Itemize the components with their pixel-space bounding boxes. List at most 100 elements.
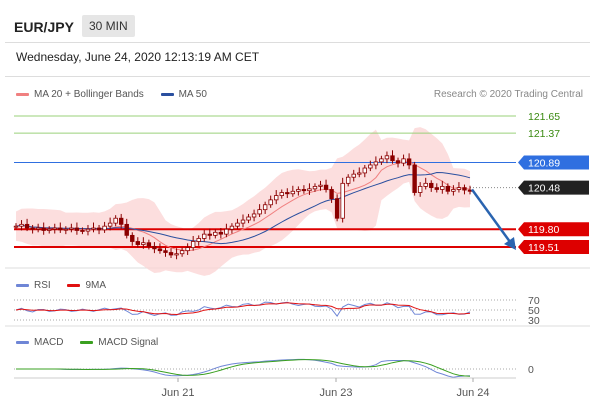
bollinger-band	[16, 127, 470, 276]
rsi-legend: RSI 9MA	[16, 280, 120, 291]
candle-body	[74, 227, 80, 231]
x-tick-label-0: Jun 21	[161, 387, 194, 399]
legend-swatch-ma20	[16, 92, 29, 96]
candle-body	[190, 241, 196, 249]
candle-body	[135, 241, 141, 245]
candle-body	[218, 231, 224, 235]
candle-body	[146, 242, 152, 247]
candle-body	[357, 172, 362, 175]
candle-body	[124, 223, 129, 236]
research-credit: Research © 2020 Trading Central	[433, 89, 583, 100]
level-box-5	[518, 240, 589, 254]
current-price-box	[518, 180, 589, 195]
candle-body	[58, 227, 63, 231]
candle-body	[246, 216, 251, 221]
forecast-arrow-head	[504, 237, 516, 250]
candle-body	[141, 242, 146, 245]
level-label-2: 120.89	[528, 158, 560, 170]
candle-body	[340, 182, 345, 219]
level-label-1: 121.37	[528, 128, 560, 140]
candle-body	[35, 227, 41, 230]
macd-line	[16, 358, 471, 378]
candle-body	[91, 227, 96, 230]
candle-body	[224, 228, 229, 235]
candle-body	[296, 189, 301, 192]
legend-item-macd-signal: MACD Signal	[80, 337, 158, 348]
candle-body	[412, 164, 417, 193]
candle-body	[174, 253, 179, 256]
candle-body	[312, 185, 318, 190]
candle-body	[268, 199, 273, 206]
candle-body	[323, 184, 329, 190]
legend-swatch-ma50	[160, 92, 174, 96]
candle-body	[368, 164, 373, 169]
candle-body	[434, 187, 439, 190]
candle-body	[163, 250, 168, 253]
candle-body	[417, 185, 423, 193]
candle-body	[47, 228, 52, 231]
x-tick-label-2: Jun 24	[456, 387, 489, 399]
candle-body	[251, 213, 257, 218]
rsi-level-label-30: 30	[528, 315, 540, 327]
macd-legend: MACD MACD Signal	[16, 337, 172, 348]
candle-body	[279, 192, 284, 196]
level-label-4: 119.80	[528, 224, 559, 236]
candle-body	[257, 209, 262, 215]
candle-body	[462, 187, 467, 191]
legend-item-ma50: MA 50	[160, 89, 207, 100]
date-divider	[5, 76, 590, 77]
candle-body	[274, 195, 279, 201]
chart-header: EUR/JPY 30 MIN	[0, 12, 595, 42]
level-label-0: 121.65	[528, 111, 560, 123]
candle-body	[429, 182, 434, 189]
candle-body	[329, 189, 334, 200]
forecast-arrow	[470, 188, 515, 247]
legend-item-ma20: MA 20 + Bollinger Bands	[16, 89, 144, 100]
candle-body	[301, 189, 307, 192]
candle-body	[445, 185, 451, 192]
current-price-label: 120.48	[528, 183, 560, 195]
candle-body	[19, 223, 24, 227]
datetime-label: Wednesday, June 24, 2020 12:13:19 AM CET	[16, 50, 260, 64]
candle-body	[152, 245, 157, 250]
candle-body	[285, 192, 290, 195]
candle-body	[102, 225, 107, 231]
level-box-2	[518, 155, 589, 170]
level-box-4	[518, 222, 589, 237]
candle-body	[229, 225, 235, 230]
candle-body	[423, 182, 428, 187]
candle-body	[80, 230, 85, 232]
timeframe-badge[interactable]: 30 MIN	[82, 15, 135, 37]
candle-body	[290, 190, 296, 195]
candle-body	[63, 228, 69, 231]
x-tick-label-1: Jun 23	[319, 387, 352, 399]
candle-body	[107, 222, 113, 227]
candle-body	[213, 231, 218, 236]
candle-body	[168, 252, 174, 256]
candle-body	[456, 187, 462, 190]
candle-body	[318, 184, 323, 187]
main-legend: MA 20 + Bollinger Bands MA 50	[16, 89, 221, 100]
candle-body	[262, 204, 268, 211]
candle-body	[207, 233, 212, 236]
candle-body	[157, 248, 163, 252]
candle-body	[384, 155, 390, 160]
candle-body	[334, 198, 340, 219]
candle-body	[24, 223, 30, 229]
candle-body	[202, 233, 207, 239]
level-label-5: 119.51	[528, 242, 559, 254]
macd-level-label-0: 0	[528, 364, 534, 376]
candle-body	[130, 234, 135, 242]
candle-body	[401, 158, 406, 164]
candle-body	[96, 227, 102, 231]
rsi-line	[15, 301, 471, 317]
candle-body	[185, 247, 190, 252]
legend-item-rsi: RSI	[16, 280, 51, 291]
candle-body	[69, 227, 74, 230]
candle-body	[307, 188, 312, 192]
candle-body	[13, 225, 19, 228]
macd-signal-line	[16, 359, 471, 377]
rsi-level-label-70: 70	[528, 295, 540, 307]
